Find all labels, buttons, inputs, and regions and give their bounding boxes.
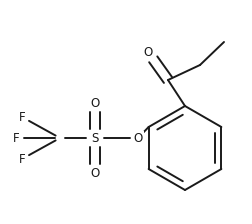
Text: O: O [143,45,153,58]
Text: O: O [90,166,100,179]
Text: F: F [19,153,25,166]
Text: O: O [90,97,100,110]
Text: F: F [19,110,25,123]
Text: F: F [13,131,19,144]
Text: S: S [91,131,99,144]
Text: O: O [133,131,143,144]
